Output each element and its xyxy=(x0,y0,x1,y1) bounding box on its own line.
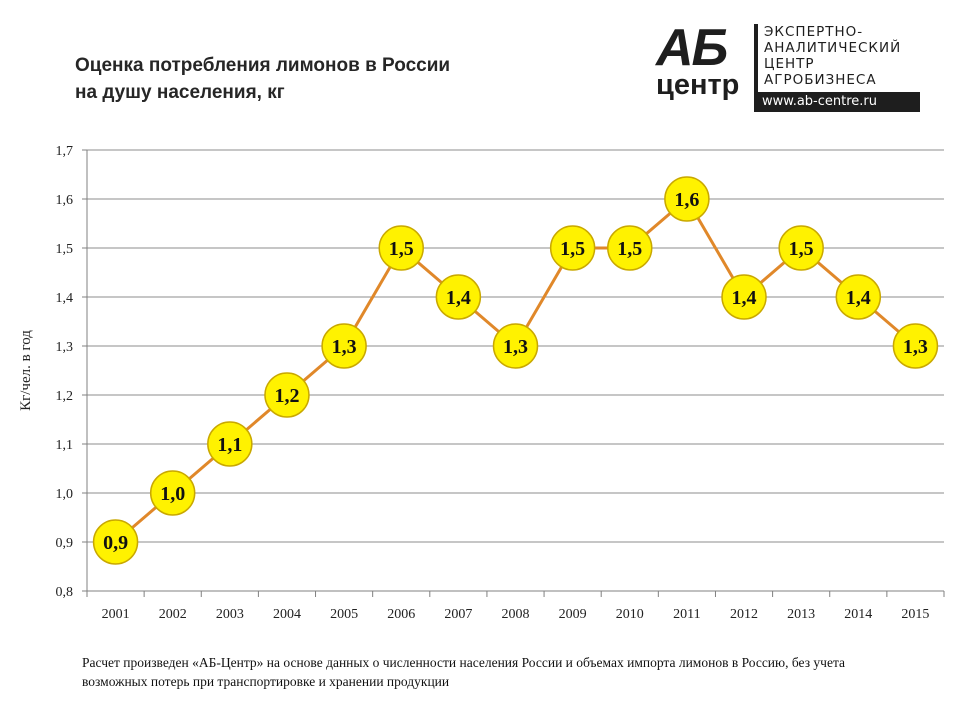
data-label: 1,5 xyxy=(560,238,585,260)
data-label: 1,6 xyxy=(674,189,699,211)
x-tick-label: 2011 xyxy=(673,607,700,622)
x-tick-label: 2010 xyxy=(616,607,644,622)
data-point-marker xyxy=(149,470,196,516)
data-point-marker xyxy=(549,225,596,271)
x-tick-label: 2013 xyxy=(787,607,815,622)
logo-mark-top: АБ xyxy=(656,19,728,77)
logo-url: www.ab-centre.ru xyxy=(754,92,920,112)
chart-title: Оценка потребления лимонов в России на д… xyxy=(75,52,450,106)
logo-divider xyxy=(754,24,758,110)
x-tick-label: 2001 xyxy=(102,607,130,622)
data-point-marker xyxy=(321,323,367,369)
data-point-marker xyxy=(492,323,539,369)
data-label: 1,5 xyxy=(389,238,414,260)
y-axis-label: Кг/чел. в год xyxy=(18,330,34,411)
x-tick-label: 2009 xyxy=(559,607,587,622)
data-label: 1,5 xyxy=(617,238,642,260)
data-point: 1,1 xyxy=(207,421,253,467)
data-label: 1,4 xyxy=(732,287,757,309)
y-tick-label: 1,3 xyxy=(56,340,74,355)
x-tick-label: 2014 xyxy=(844,607,872,622)
data-label: 1,5 xyxy=(789,238,814,260)
data-point-marker xyxy=(264,372,310,418)
data-label: 0,9 xyxy=(103,532,128,554)
logo-text-line: АНАЛИТИЧЕСКИЙ xyxy=(764,40,902,56)
data-point-marker xyxy=(892,323,939,369)
chart-title-line-2: на душу населения, кг xyxy=(75,82,285,103)
logo-mark-bottom: центр xyxy=(656,69,740,101)
data-point-marker xyxy=(378,225,424,271)
y-tick-label: 1,0 xyxy=(56,487,74,502)
data-point: 1,4 xyxy=(721,274,767,320)
y-tick-label: 1,1 xyxy=(56,438,74,453)
x-tick-label: 2002 xyxy=(159,607,187,622)
data-point-marker xyxy=(92,519,139,565)
y-tick-label: 0,9 xyxy=(56,536,74,551)
x-tick-label: 2005 xyxy=(330,607,358,622)
data-label: 1,3 xyxy=(903,336,928,358)
y-tick-label: 0,8 xyxy=(56,585,74,600)
data-label: 1,3 xyxy=(503,336,528,358)
logo-text: ЭКСПЕРТНО- АНАЛИТИЧЕСКИЙ ЦЕНТР АГРОБИЗНЕ… xyxy=(764,24,901,88)
data-point-marker xyxy=(607,225,653,271)
data-point-marker xyxy=(435,274,482,320)
ab-centre-logo: АБ центр ЭКСПЕРТНО- АНАЛИТИЧЕСКИЙ ЦЕНТР … xyxy=(652,20,922,112)
data-label: 1,3 xyxy=(332,336,357,358)
data-point: 1,3 xyxy=(492,323,539,369)
chart-title-line-1: Оценка потребления лимонов в России xyxy=(75,55,451,76)
data-point: 1,6 xyxy=(664,176,710,222)
data-label: 1,2 xyxy=(274,385,299,407)
y-tick-label: 1,2 xyxy=(56,389,74,404)
data-label: 1,4 xyxy=(846,287,871,309)
data-point-marker xyxy=(207,421,253,467)
data-label: 1,0 xyxy=(160,483,185,505)
data-point: 1,5 xyxy=(378,225,424,271)
data-point-marker xyxy=(835,274,882,320)
logo-text-line: ЭКСПЕРТНО- xyxy=(764,24,864,40)
data-point: 1,0 xyxy=(149,470,196,516)
tick-labels: 0,8 0,9 1,0 1,1 1,2 1,3 1,4 1,5 1,6 1,7 2001 2002 20… xyxy=(56,144,930,622)
y-tick-label: 1,4 xyxy=(56,291,74,306)
y-tick-label: 1,7 xyxy=(56,144,74,159)
data-point: 1,5 xyxy=(778,225,824,271)
data-point-marker xyxy=(721,274,767,320)
data-point: 1,5 xyxy=(549,225,596,271)
data-label: 1,1 xyxy=(217,434,242,456)
logo-text-line: АГРОБИЗНЕСА xyxy=(764,72,877,88)
data-point: 1,4 xyxy=(435,274,482,320)
y-tick-label: 1,6 xyxy=(56,193,74,208)
x-tick-label: 2015 xyxy=(901,607,929,622)
data-point: 1,3 xyxy=(892,323,939,369)
data-point: 1,4 xyxy=(835,274,882,320)
logo-text-line: ЦЕНТР xyxy=(764,56,815,72)
x-tick-label: 2008 xyxy=(502,607,530,622)
axes xyxy=(82,149,945,597)
x-tick-label: 2003 xyxy=(216,607,244,622)
x-tick-label: 2004 xyxy=(273,607,301,622)
data-label: 1,4 xyxy=(446,287,471,309)
data-point: 0,9 xyxy=(92,519,139,565)
data-points: 0,9 1,0 1,1 1,2 1,3 1,5 1,4 1,3 1,5 1,5 1,6 1,4 1,5 1… xyxy=(92,176,939,565)
x-tick-label: 2007 xyxy=(444,607,472,622)
x-tick-label: 2006 xyxy=(387,607,415,622)
data-point: 1,5 xyxy=(607,225,653,271)
data-point: 1,3 xyxy=(321,323,367,369)
footnote: Расчет произведен «АБ-Центр» на основе д… xyxy=(82,655,846,689)
data-point: 1,2 xyxy=(264,372,310,418)
data-point-marker xyxy=(778,225,824,271)
data-point-marker xyxy=(664,176,710,222)
y-tick-label: 1,5 xyxy=(56,242,74,257)
x-tick-label: 2012 xyxy=(730,607,758,622)
